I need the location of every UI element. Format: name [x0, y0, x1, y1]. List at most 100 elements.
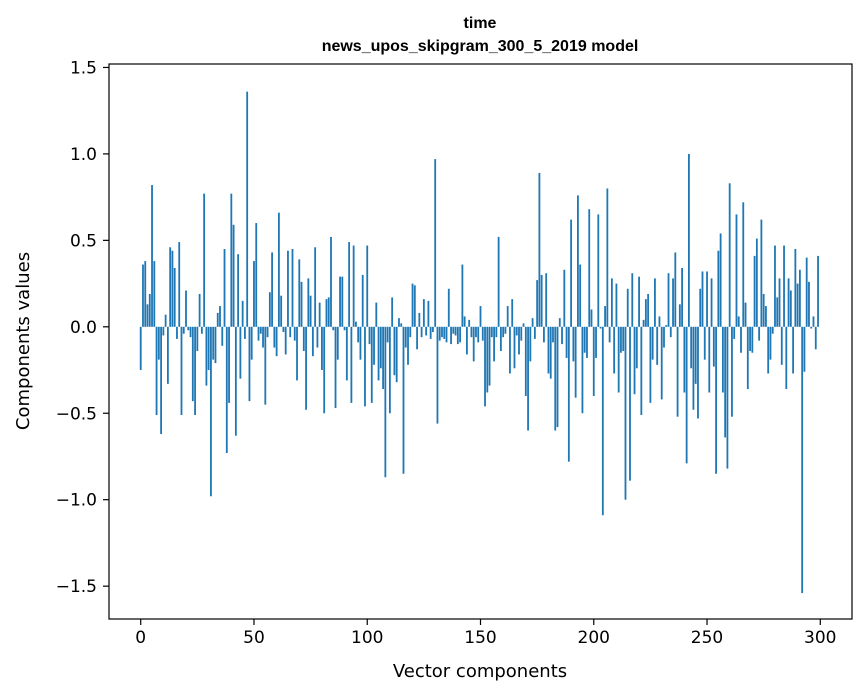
bar	[656, 326, 659, 365]
bar	[694, 326, 697, 384]
bar	[452, 326, 455, 334]
bar	[230, 193, 233, 327]
bar	[746, 326, 749, 390]
bar	[429, 326, 432, 339]
bar	[336, 326, 339, 360]
bar	[454, 326, 457, 336]
bar	[644, 299, 647, 327]
bar	[191, 326, 194, 402]
bar	[262, 326, 264, 348]
bar	[379, 326, 382, 369]
bar	[511, 299, 514, 327]
bar	[155, 326, 158, 415]
bar	[436, 326, 439, 424]
bar	[441, 326, 443, 338]
bar	[302, 326, 305, 352]
bar	[674, 252, 677, 327]
bar	[477, 326, 480, 343]
bar	[228, 326, 230, 403]
bar	[540, 274, 543, 327]
bar	[198, 293, 201, 327]
x-axis-label: Vector components	[393, 661, 567, 682]
bar	[343, 326, 346, 331]
bar	[771, 326, 774, 334]
bar	[697, 326, 699, 419]
bar	[783, 245, 785, 327]
bar	[364, 326, 366, 407]
bar	[665, 325, 668, 327]
bar	[765, 306, 767, 327]
bar	[547, 326, 550, 374]
bar	[610, 278, 613, 327]
bar	[724, 326, 727, 438]
bar	[543, 326, 545, 343]
bar	[577, 195, 579, 327]
x-tick-label: 0	[135, 628, 146, 648]
bar	[681, 268, 684, 327]
bar	[495, 326, 498, 338]
bar	[162, 326, 165, 336]
bar	[298, 259, 301, 327]
bar	[470, 326, 473, 338]
bar	[275, 326, 278, 357]
bar	[774, 245, 776, 327]
bar	[484, 326, 486, 407]
bar	[497, 236, 500, 327]
bar	[481, 326, 484, 341]
bar	[755, 238, 758, 327]
bar	[522, 323, 525, 327]
x-tick-label: 250	[691, 628, 723, 648]
bar	[384, 326, 387, 478]
bar	[706, 271, 708, 327]
bar	[737, 316, 740, 327]
bar	[710, 278, 713, 327]
bar	[796, 283, 799, 327]
bar	[787, 278, 790, 327]
bar	[527, 326, 529, 431]
bar	[157, 326, 160, 360]
bar	[533, 326, 536, 339]
bar	[536, 280, 539, 327]
bar	[241, 300, 244, 327]
bar	[654, 278, 656, 327]
bar	[475, 326, 477, 338]
bar	[558, 318, 561, 327]
bar	[545, 273, 548, 327]
bar	[667, 273, 670, 327]
bar	[318, 302, 321, 327]
bar	[142, 264, 144, 327]
bar	[740, 326, 742, 353]
bar	[640, 326, 643, 415]
bar	[622, 326, 625, 352]
bar	[549, 326, 552, 379]
bar	[561, 326, 563, 345]
bar	[624, 326, 627, 500]
y-tick-label: −1.0	[56, 491, 97, 511]
bar	[395, 326, 398, 383]
bar	[420, 326, 423, 338]
bar	[733, 326, 736, 339]
bar	[250, 326, 253, 360]
bar	[472, 326, 475, 362]
bar	[635, 326, 638, 369]
bar	[683, 326, 686, 393]
bar	[669, 326, 672, 338]
bar	[789, 290, 792, 327]
bar	[638, 276, 640, 327]
chart-title-line1: time	[464, 15, 497, 32]
bar	[588, 209, 591, 327]
bar	[672, 278, 674, 327]
bar	[427, 300, 430, 327]
bar	[445, 326, 448, 343]
bar	[808, 281, 810, 327]
bar	[404, 326, 407, 348]
bar	[692, 326, 695, 410]
bar	[529, 326, 532, 362]
bar	[400, 323, 403, 327]
bar	[726, 326, 729, 469]
bar	[735, 214, 738, 327]
bar	[778, 278, 781, 327]
bar	[225, 326, 228, 454]
bar	[293, 326, 296, 341]
